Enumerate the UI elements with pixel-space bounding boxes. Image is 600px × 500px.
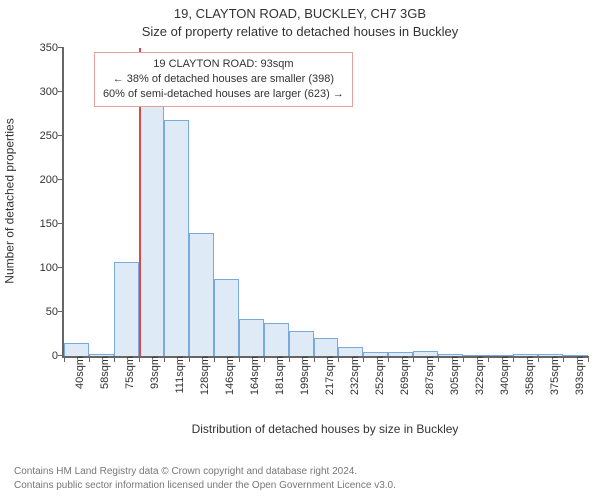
x-tick-label: 111sqm (166, 356, 186, 394)
y-tick-label: 200 (40, 174, 64, 186)
x-tick-mark (314, 356, 315, 362)
histogram-bar (264, 323, 289, 356)
x-tick-mark (563, 356, 564, 362)
credits: Contains HM Land Registry data © Crown c… (14, 465, 396, 492)
x-tick-label: 269sqm (391, 356, 411, 395)
x-tick-label: 375sqm (541, 356, 561, 395)
x-tick-mark (513, 356, 514, 362)
histogram-bar (239, 319, 264, 356)
x-tick-label: 181sqm (266, 356, 286, 395)
histogram-bar (164, 120, 189, 356)
x-tick-mark (64, 356, 65, 362)
histogram-bar (189, 233, 214, 356)
x-tick-mark (114, 356, 115, 362)
x-tick-mark (214, 356, 215, 362)
y-tick-label: 300 (40, 86, 64, 98)
x-tick-label: 232sqm (341, 356, 361, 395)
plot-area: 05010015020025030035040sqm58sqm75sqm93sq… (62, 48, 588, 358)
y-tick-label: 350 (40, 42, 64, 54)
x-tick-mark (463, 356, 464, 362)
y-tick-label: 50 (46, 306, 64, 318)
x-tick-mark (239, 356, 240, 362)
x-tick-label: 40sqm (66, 356, 86, 389)
x-tick-label: 199sqm (291, 356, 311, 395)
credits-line1: Contains HM Land Registry data © Crown c… (14, 465, 396, 479)
annotation-line1: 19 CLAYTON ROAD: 93sqm (103, 57, 344, 72)
chart-container: Number of detached properties 0501001502… (0, 44, 600, 440)
x-tick-label: 322sqm (466, 356, 486, 395)
x-tick-label: 358sqm (516, 356, 536, 395)
x-tick-label: 93sqm (141, 356, 161, 389)
x-tick-mark (388, 356, 389, 362)
x-tick-label: 58sqm (91, 356, 111, 389)
page-title-line1: 19, CLAYTON ROAD, BUCKLEY, CH7 3GB (0, 6, 600, 21)
histogram-bar (314, 338, 339, 356)
x-tick-mark (139, 356, 140, 362)
x-axis-title: Distribution of detached houses by size … (62, 422, 588, 436)
y-axis-title: Number of detached properties (0, 44, 20, 358)
annotation-box: 19 CLAYTON ROAD: 93sqm← 38% of detached … (94, 52, 353, 107)
histogram-bar (214, 279, 239, 356)
x-tick-mark (438, 356, 439, 362)
x-tick-mark (538, 356, 539, 362)
y-tick-label: 100 (40, 262, 64, 274)
x-tick-label: 252sqm (366, 356, 386, 395)
x-tick-label: 146sqm (216, 356, 236, 395)
x-tick-mark (189, 356, 190, 362)
x-tick-mark (588, 356, 589, 362)
histogram-bar (139, 83, 164, 356)
x-tick-label: 217sqm (316, 356, 336, 395)
x-tick-label: 287sqm (416, 356, 436, 395)
x-tick-mark (338, 356, 339, 362)
page-root: 19, CLAYTON ROAD, BUCKLEY, CH7 3GB Size … (0, 0, 600, 500)
x-tick-mark (164, 356, 165, 362)
histogram-bar (64, 343, 89, 356)
x-tick-mark (413, 356, 414, 362)
histogram-bar (338, 347, 363, 356)
x-tick-mark (89, 356, 90, 362)
x-tick-mark (363, 356, 364, 362)
x-tick-label: 340sqm (491, 356, 511, 395)
x-tick-mark (264, 356, 265, 362)
credits-line2: Contains public sector information licen… (14, 479, 396, 493)
x-tick-label: 393sqm (566, 356, 586, 395)
page-title-line2: Size of property relative to detached ho… (0, 24, 600, 39)
x-tick-label: 164sqm (241, 356, 261, 395)
annotation-line3: 60% of semi-detached houses are larger (… (103, 87, 344, 102)
x-tick-label: 305sqm (441, 356, 461, 395)
histogram-bar (289, 331, 314, 356)
x-tick-mark (488, 356, 489, 362)
x-tick-label: 75sqm (116, 356, 136, 389)
y-tick-label: 150 (40, 218, 64, 230)
y-tick-label: 250 (40, 130, 64, 142)
y-tick-label: 0 (52, 350, 64, 362)
x-tick-label: 128sqm (191, 356, 211, 395)
x-tick-mark (289, 356, 290, 362)
histogram-bar (114, 262, 139, 356)
annotation-line2: ← 38% of detached houses are smaller (39… (103, 72, 344, 87)
